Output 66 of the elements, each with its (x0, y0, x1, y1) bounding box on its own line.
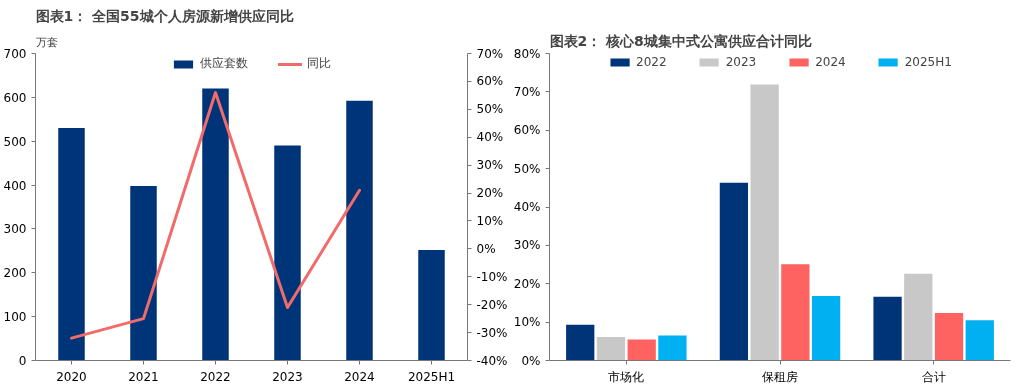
bar (781, 264, 810, 361)
legend-label: 2024 (815, 55, 846, 69)
chart-title: 图表2： 核心8城集中式公寓供应合计同比 (549, 32, 812, 49)
legend-label: 2025H1 (904, 55, 952, 69)
y-tick-label: 80% (513, 46, 541, 61)
legend-label: 2022 (636, 55, 667, 69)
chart-title: 图表1： 全国55城个人房源新增供应同比 (35, 7, 294, 24)
x-tick-label: 合计 (921, 369, 946, 384)
x-tick-label: 保租房 (762, 369, 798, 384)
y-tick-label: 500 (3, 134, 27, 149)
legend-label: 同比 (307, 55, 331, 72)
bar (596, 337, 626, 361)
line-series (70, 91, 361, 340)
y2-tick-label: 50% (476, 102, 504, 117)
y-tick-label: 100 (3, 310, 27, 325)
y2-tick-label: -40% (476, 353, 508, 368)
y-tick-label: 0% (521, 353, 541, 368)
bar (58, 128, 85, 361)
y2-tick-label: 30% (476, 158, 504, 173)
x-tick-label: 2023 (272, 369, 303, 384)
x-tick-label: 2025H1 (407, 369, 456, 384)
bar (719, 182, 749, 361)
y2-tick-label: 0% (476, 241, 496, 256)
y-tick-label: 60% (513, 123, 541, 138)
bar (873, 296, 902, 361)
y-tick-label: 40% (513, 200, 541, 214)
bar (627, 339, 656, 361)
y2-tick-label: 70% (476, 46, 504, 61)
y-tick-label: 300 (3, 222, 27, 237)
y-tick-label: 20% (513, 276, 541, 291)
y2-tick-label: 10% (476, 213, 504, 228)
x-tick-label: 市场化 (608, 369, 645, 384)
x-tick-label: 2020 (56, 369, 87, 384)
x-tick-label: 2022 (200, 369, 231, 384)
y2-tick-label: -30% (476, 325, 508, 340)
bar (965, 320, 994, 361)
y-tick-label: 600 (3, 90, 27, 105)
legend-label: 供应套数 (200, 55, 248, 72)
y-tick-label: 700 (3, 47, 27, 61)
bar (346, 100, 373, 361)
y-tick-label: 200 (3, 266, 27, 281)
bar (274, 145, 301, 361)
legend-label: 2023 (725, 55, 757, 69)
y2-tick-label: 40% (476, 130, 504, 145)
y-tick-label: 0 (18, 354, 27, 368)
y2-tick-label: 20% (476, 186, 504, 201)
y-tick-label: 30% (513, 238, 541, 253)
y-tick-label: 70% (513, 84, 541, 99)
bar (130, 185, 157, 361)
bar (934, 312, 964, 361)
bar (904, 273, 933, 361)
y2-tick-label: 60% (476, 74, 504, 89)
bar (811, 296, 841, 361)
y2-tick-label: -10% (476, 269, 508, 284)
x-tick-label: 2024 (344, 369, 375, 384)
bar (658, 335, 687, 361)
y-tick-label: 10% (513, 315, 541, 330)
bar (418, 249, 445, 361)
y-axis-title: 万套 (35, 35, 58, 49)
x-tick-label: 2021 (128, 369, 159, 384)
bar (750, 84, 779, 361)
y2-tick-label: -20% (476, 297, 508, 312)
bar (566, 324, 595, 361)
bar (202, 88, 229, 361)
y-tick-label: 50% (513, 161, 541, 176)
y-tick-label: 400 (3, 178, 27, 193)
